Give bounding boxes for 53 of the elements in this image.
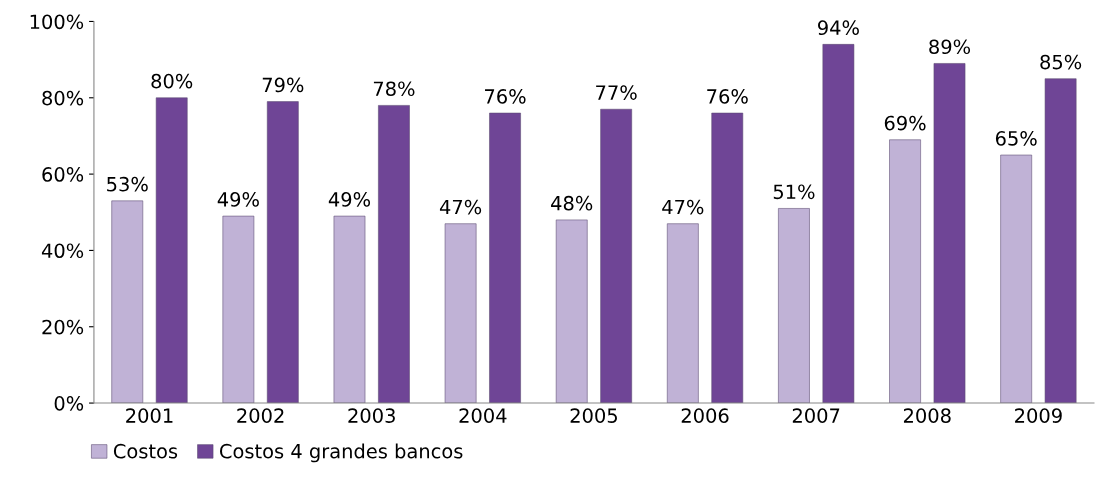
x-tick-label: 2005: [570, 408, 617, 423]
y-tick-label: 100%: [30, 14, 84, 30]
data-label: 76%: [707, 89, 748, 104]
bar: [711, 112, 744, 404]
bar: [378, 105, 410, 404]
y-tick-label: 20%: [42, 319, 84, 335]
bar: [333, 215, 366, 404]
x-tick-label: 2003: [348, 408, 395, 423]
data-label: 76%: [485, 89, 526, 104]
data-label: 85%: [1040, 54, 1082, 70]
bar: [600, 108, 632, 404]
bar: [822, 44, 855, 404]
bar: [266, 101, 299, 404]
data-label: 53%: [107, 176, 148, 192]
x-tick-label: 2009: [1015, 408, 1062, 423]
data-label: 51%: [773, 184, 815, 200]
legend-label: Costos: [113, 443, 178, 459]
data-label: 49%: [217, 192, 259, 207]
y-tick-label: 40%: [41, 243, 84, 259]
data-label: 49%: [328, 192, 371, 207]
x-tick-label: 2006: [681, 408, 729, 423]
bar: [489, 112, 521, 404]
data-label: 78%: [373, 81, 415, 97]
legend-label: Costos 4 grandes bancos: [219, 443, 463, 463]
x-tick-label: 2002: [237, 408, 284, 423]
bar: [933, 63, 966, 404]
data-label: 48%: [551, 195, 593, 211]
bar: [889, 139, 921, 404]
bar: [222, 215, 255, 404]
bar: [778, 208, 810, 404]
bar: [555, 219, 588, 404]
bar: [1000, 154, 1033, 404]
data-label: 94%: [818, 20, 859, 36]
y-tick-label: 80%: [42, 90, 84, 106]
x-tick-label: 2001: [126, 408, 173, 423]
bar: [1044, 78, 1077, 404]
data-label: 69%: [884, 115, 926, 131]
bar: [111, 200, 144, 404]
data-label: 47%: [662, 199, 704, 215]
bar: [444, 223, 477, 404]
bar: [666, 223, 699, 404]
y-tick-label: 0%: [54, 396, 84, 411]
bar: [155, 97, 188, 404]
data-label: 89%: [929, 39, 971, 55]
data-label: 79%: [262, 77, 304, 93]
x-tick-label: 2004: [459, 408, 507, 423]
x-tick-label: 2008: [903, 408, 951, 423]
data-label: 80%: [151, 73, 193, 89]
y-tick-label: 60%: [42, 167, 84, 182]
x-tick-label: 2007: [792, 408, 840, 423]
data-label: 47%: [439, 199, 482, 215]
data-label: 77%: [596, 85, 637, 100]
data-label: 65%: [995, 130, 1037, 146]
